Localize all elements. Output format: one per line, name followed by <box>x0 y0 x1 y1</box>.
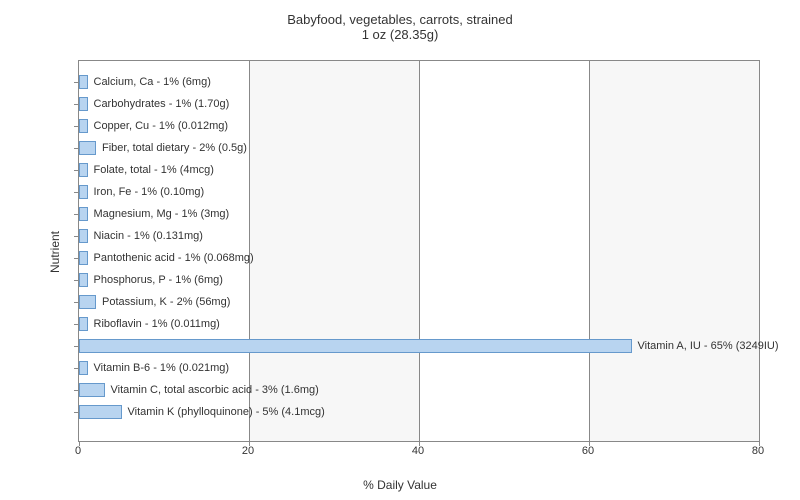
plot-area: Calcium, Ca - 1% (6mg) Carbohydrates - 1%… <box>78 60 760 442</box>
chart-container: Babyfood, vegetables, carrots, strained … <box>0 0 800 500</box>
x-tick-label: 40 <box>412 445 424 457</box>
nutrient-label: Magnesium, Mg - 1% (3mg) <box>94 207 230 221</box>
bar-row: Riboflavin - 1% (0.011mg) <box>79 317 759 331</box>
nutrient-label: Vitamin A, IU - 65% (3249IU) <box>638 339 779 353</box>
nutrient-label: Potassium, K - 2% (56mg) <box>102 295 230 309</box>
bar-row: Potassium, K - 2% (56mg) <box>79 295 759 309</box>
nutrient-bar <box>79 75 88 89</box>
chart-title-block: Babyfood, vegetables, carrots, strained … <box>0 0 800 42</box>
nutrient-label: Vitamin B-6 - 1% (0.021mg) <box>94 361 230 375</box>
nutrient-label: Vitamin C, total ascorbic acid - 3% (1.6… <box>111 383 319 397</box>
bar-row: Folate, total - 1% (4mcg) <box>79 163 759 177</box>
nutrient-label: Calcium, Ca - 1% (6mg) <box>94 75 211 89</box>
nutrient-bar <box>79 207 88 221</box>
nutrient-label: Folate, total - 1% (4mcg) <box>94 163 214 177</box>
nutrient-label: Fiber, total dietary - 2% (0.5g) <box>102 141 247 155</box>
x-tick-label: 60 <box>582 445 594 457</box>
nutrient-bar <box>79 361 88 375</box>
nutrient-label: Vitamin K (phylloquinone) - 5% (4.1mcg) <box>128 405 325 419</box>
nutrient-bar <box>79 295 96 309</box>
nutrient-label: Carbohydrates - 1% (1.70g) <box>94 97 230 111</box>
nutrient-label: Riboflavin - 1% (0.011mg) <box>94 317 220 331</box>
nutrient-label: Copper, Cu - 1% (0.012mg) <box>94 119 229 133</box>
x-tick-label: 0 <box>75 445 81 457</box>
bar-row: Phosphorus, P - 1% (6mg) <box>79 273 759 287</box>
nutrient-bar <box>79 251 88 265</box>
bar-row: Iron, Fe - 1% (0.10mg) <box>79 185 759 199</box>
nutrient-bar <box>79 229 88 243</box>
nutrient-bar <box>79 119 88 133</box>
nutrient-label: Pantothenic acid - 1% (0.068mg) <box>94 251 254 265</box>
bar-row: Vitamin K (phylloquinone) - 5% (4.1mcg) <box>79 405 759 419</box>
nutrient-bar <box>79 185 88 199</box>
nutrient-bar <box>79 273 88 287</box>
chart-title: Babyfood, vegetables, carrots, strained <box>0 12 800 27</box>
nutrient-label: Iron, Fe - 1% (0.10mg) <box>94 185 205 199</box>
bar-row: Vitamin B-6 - 1% (0.021mg) <box>79 361 759 375</box>
chart-subtitle: 1 oz (28.35g) <box>0 27 800 42</box>
bar-row: Pantothenic acid - 1% (0.068mg) <box>79 251 759 265</box>
bar-row: Vitamin C, total ascorbic acid - 3% (1.6… <box>79 383 759 397</box>
nutrient-bar <box>79 163 88 177</box>
nutrient-bar <box>79 383 105 397</box>
nutrient-bar <box>79 97 88 111</box>
nutrient-label: Phosphorus, P - 1% (6mg) <box>94 273 223 287</box>
bar-row: Fiber, total dietary - 2% (0.5g) <box>79 141 759 155</box>
nutrient-bar <box>79 405 122 419</box>
x-tick-label: 20 <box>242 445 254 457</box>
bar-row: Calcium, Ca - 1% (6mg) <box>79 75 759 89</box>
bar-row: Niacin - 1% (0.131mg) <box>79 229 759 243</box>
y-axis-label: Nutrient <box>48 231 62 273</box>
nutrient-label: Niacin - 1% (0.131mg) <box>94 229 203 243</box>
bar-row: Copper, Cu - 1% (0.012mg) <box>79 119 759 133</box>
x-tick-label: 80 <box>752 445 764 457</box>
nutrient-bar <box>79 141 96 155</box>
bar-row: Carbohydrates - 1% (1.70g) <box>79 97 759 111</box>
x-axis-label: % Daily Value <box>363 478 437 492</box>
nutrient-bar <box>79 317 88 331</box>
nutrient-bar <box>79 339 632 353</box>
bar-row: Vitamin A, IU - 65% (3249IU) <box>79 339 759 353</box>
bar-row: Magnesium, Mg - 1% (3mg) <box>79 207 759 221</box>
